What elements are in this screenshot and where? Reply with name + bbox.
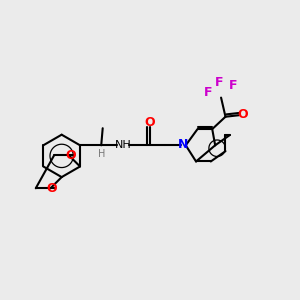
Text: NH: NH (115, 140, 132, 150)
Text: F: F (214, 76, 223, 89)
Text: F: F (229, 79, 238, 92)
Text: N: N (178, 138, 188, 151)
Text: O: O (46, 182, 57, 195)
Text: F: F (204, 86, 212, 99)
Text: O: O (65, 149, 76, 162)
Text: O: O (238, 108, 248, 121)
Text: H: H (98, 148, 106, 158)
Text: O: O (144, 116, 155, 129)
